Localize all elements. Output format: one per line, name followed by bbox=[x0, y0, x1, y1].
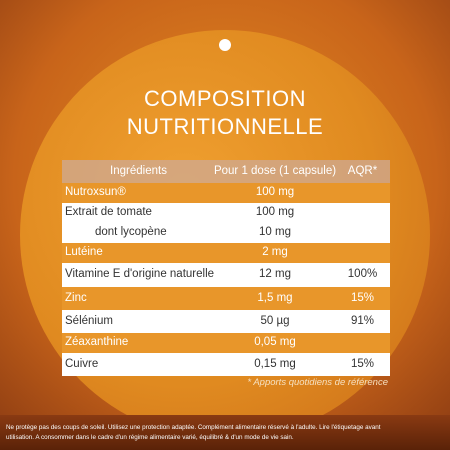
table-cell: Zéaxanthine bbox=[65, 336, 129, 349]
header-row bbox=[62, 160, 390, 183]
table-cell: 100% bbox=[347, 268, 378, 281]
title: NUTRITIONNELLE bbox=[126, 114, 324, 139]
table-row bbox=[62, 287, 390, 310]
table-cell: Nutroxsun® bbox=[65, 186, 126, 199]
table-cell: dont lycopène bbox=[95, 226, 167, 239]
bottom-strip bbox=[0, 415, 450, 450]
table-cell: Extrait de tomate bbox=[65, 206, 152, 219]
table-cell: Zinc bbox=[65, 291, 87, 304]
table-row bbox=[62, 183, 390, 203]
table-cell: Cuivre bbox=[65, 357, 99, 370]
hang-hole bbox=[219, 39, 231, 51]
header-cell: Ingrédients bbox=[110, 164, 167, 177]
table-row bbox=[62, 263, 390, 287]
table-cell: 0,05 mg bbox=[254, 336, 296, 349]
table-cell: 100 mg bbox=[255, 186, 295, 199]
table-row bbox=[62, 203, 390, 243]
table-cell: Sélénium bbox=[65, 314, 113, 327]
disclaimer: utilisation. A consommer dans le cadre d… bbox=[6, 434, 294, 441]
table-cell: 0,15 mg bbox=[254, 357, 296, 370]
table-cell: 50 µg bbox=[260, 314, 290, 327]
table-cell: 15% bbox=[350, 291, 375, 304]
table-cell: 100 mg bbox=[255, 206, 295, 219]
table-cell: 10 mg bbox=[259, 226, 291, 239]
table-cell: 1,5 mg bbox=[257, 291, 293, 304]
table-row bbox=[62, 243, 390, 263]
table-cell: 91% bbox=[350, 314, 375, 327]
table-row bbox=[62, 333, 390, 353]
table-cell: 15% bbox=[350, 357, 375, 370]
disclaimer: Ne protège pas des coups de soleil. Util… bbox=[6, 424, 381, 431]
table-cell: 2 mg bbox=[262, 246, 288, 259]
table-row bbox=[62, 310, 390, 333]
footnote: * Apports quotidiens de référence bbox=[247, 377, 388, 388]
table-cell: Vitamine E d'origine naturelle bbox=[65, 268, 215, 281]
table-cell: 12 mg bbox=[259, 268, 291, 281]
table-row bbox=[62, 353, 390, 376]
table-cell: Lutéine bbox=[65, 246, 103, 259]
title: COMPOSITION bbox=[144, 86, 306, 111]
header-cell: AQR* bbox=[347, 164, 378, 177]
header-cell: Pour 1 dose (1 capsule) bbox=[213, 164, 337, 177]
